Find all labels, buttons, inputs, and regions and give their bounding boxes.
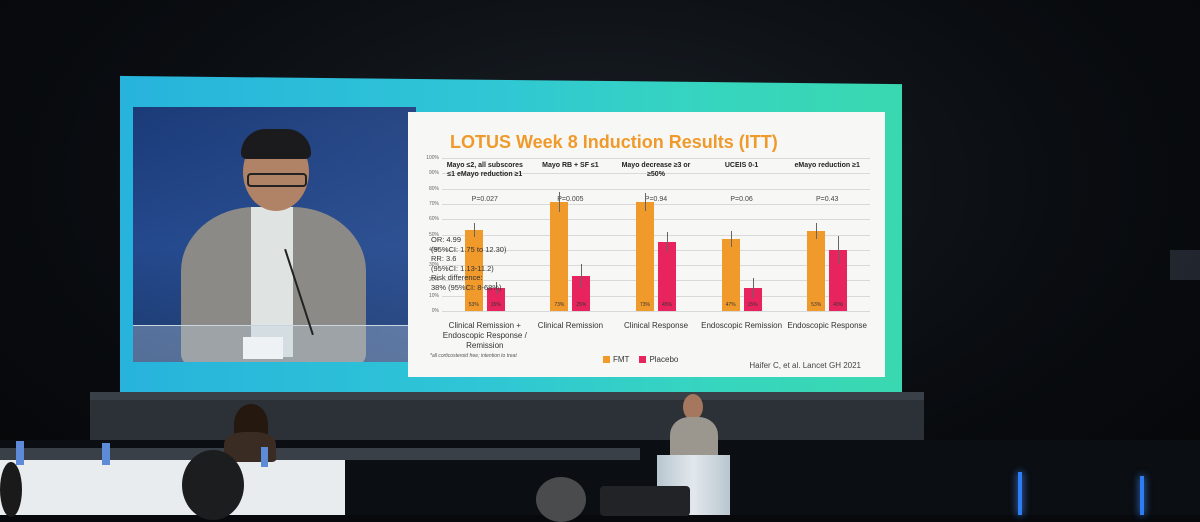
legend-item-fmt: FMT bbox=[603, 355, 629, 364]
gridline bbox=[442, 219, 870, 220]
error-bar bbox=[816, 223, 817, 239]
gridline bbox=[442, 158, 870, 159]
slide-footnote: *all corticosteroid free; intention to t… bbox=[430, 353, 517, 359]
category-label: Endoscopic Response bbox=[781, 321, 873, 331]
water-bottle bbox=[261, 447, 268, 467]
p-value-label: P=0.06 bbox=[712, 196, 772, 203]
water-bottle bbox=[16, 441, 24, 465]
legend-label: FMT bbox=[613, 355, 629, 364]
gridline bbox=[442, 189, 870, 190]
y-tick-label: 80% bbox=[419, 186, 439, 192]
error-bar bbox=[581, 264, 582, 288]
gridline bbox=[442, 311, 870, 312]
stage-light bbox=[1140, 476, 1144, 515]
bar-value-label: 73% bbox=[635, 302, 655, 308]
stat-line: 38% (95%CI: 8-68%) bbox=[431, 283, 506, 293]
panel-desk bbox=[0, 460, 345, 515]
stat-line: (95%CI: 1.75 to 12.30) bbox=[431, 245, 506, 255]
bar-fmt-1 bbox=[550, 202, 568, 311]
p-value-label: P=0.027 bbox=[455, 196, 515, 203]
category-label: Endoscopic Remission bbox=[696, 321, 788, 331]
error-bar bbox=[753, 278, 754, 298]
bar-value-label: 73% bbox=[549, 302, 569, 308]
legend-label: Placebo bbox=[649, 355, 678, 364]
bar-value-label: 47% bbox=[721, 302, 741, 308]
error-bar bbox=[667, 232, 668, 252]
name-card bbox=[243, 337, 283, 359]
bar-fmt-2 bbox=[636, 202, 654, 311]
column-header: Mayo RB + SF ≤1 bbox=[530, 161, 610, 170]
speaker-glasses bbox=[247, 173, 307, 187]
statistics-block: OR: 4.99 (95%CI: 1.75 to 12.30) RR: 3.6 … bbox=[431, 235, 506, 292]
audience-head bbox=[536, 477, 586, 522]
y-tick-label: 60% bbox=[419, 216, 439, 222]
bar-fmt-4 bbox=[807, 231, 825, 311]
category-label: Clinical Remission + Endoscopic Response… bbox=[439, 321, 531, 351]
p-value-label: P=0.005 bbox=[540, 196, 600, 203]
stat-line: (95%CI: 1.13-11.2) bbox=[431, 264, 506, 274]
y-tick-label: 10% bbox=[419, 293, 439, 299]
column-header: Mayo decrease ≥3 or ≥50% bbox=[616, 161, 696, 179]
side-light bbox=[1170, 250, 1200, 280]
stage-light bbox=[1018, 472, 1022, 515]
audience-head bbox=[0, 462, 22, 517]
panel-desk-rail bbox=[0, 448, 640, 460]
gridline bbox=[442, 204, 870, 205]
category-label: Clinical Remission bbox=[524, 321, 616, 331]
stat-line: Risk difference: bbox=[431, 273, 506, 283]
camera bbox=[600, 486, 690, 516]
error-bar bbox=[838, 236, 839, 264]
bar-value-label: 40% bbox=[828, 302, 848, 308]
slide-citation: Haifer C, et al. Lancet GH 2021 bbox=[749, 361, 861, 370]
gridline bbox=[442, 296, 870, 297]
legend-item-placebo: Placebo bbox=[639, 355, 678, 364]
p-value-label: P=0.43 bbox=[797, 196, 857, 203]
category-label: Clinical Response bbox=[610, 321, 702, 331]
error-bar bbox=[731, 231, 732, 247]
water-bottle bbox=[102, 443, 110, 465]
error-bar bbox=[559, 192, 560, 212]
bar-placebo-2 bbox=[658, 242, 676, 311]
bar-fmt-3 bbox=[722, 239, 740, 311]
y-tick-label: 70% bbox=[419, 201, 439, 207]
p-value-label: P=0.94 bbox=[626, 196, 686, 203]
presentation-slide: LOTUS Week 8 Induction Results (ITT) 100… bbox=[408, 112, 885, 377]
y-tick-label: 0% bbox=[419, 308, 439, 314]
y-tick-label: 100% bbox=[419, 155, 439, 161]
error-bar bbox=[645, 193, 646, 211]
stage-edge bbox=[90, 392, 924, 400]
bar-value-label: 15% bbox=[486, 302, 506, 308]
column-header: Mayo ≤2, all subscores ≤1 eMayo reductio… bbox=[445, 161, 525, 179]
bar-value-label: 25% bbox=[571, 302, 591, 308]
column-header: UCEIS 0-1 bbox=[702, 161, 782, 170]
bar-value-label: 15% bbox=[743, 302, 763, 308]
bar-value-label: 45% bbox=[657, 302, 677, 308]
audience-head bbox=[182, 450, 244, 520]
bar-value-label: 53% bbox=[806, 302, 826, 308]
speaker-video-feed bbox=[133, 107, 416, 362]
y-tick-label: 90% bbox=[419, 170, 439, 176]
speaker-hair bbox=[241, 129, 311, 159]
bar-value-label: 53% bbox=[464, 302, 484, 308]
stat-line: RR: 3.6 bbox=[431, 254, 506, 264]
chart-legend: FMT Placebo bbox=[603, 355, 678, 364]
column-header: eMayo reduction ≥1 bbox=[787, 161, 867, 170]
stat-line: OR: 4.99 bbox=[431, 235, 506, 245]
